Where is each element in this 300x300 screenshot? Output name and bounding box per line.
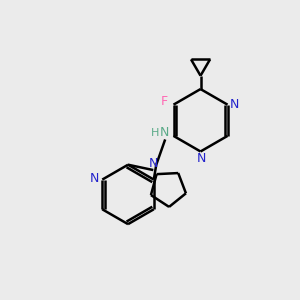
Text: F: F: [160, 95, 168, 108]
Text: N: N: [196, 152, 206, 165]
Text: N: N: [230, 98, 239, 111]
Text: H: H: [151, 128, 159, 138]
Text: N: N: [159, 126, 169, 140]
Text: N: N: [149, 157, 159, 170]
Text: N: N: [89, 172, 99, 185]
